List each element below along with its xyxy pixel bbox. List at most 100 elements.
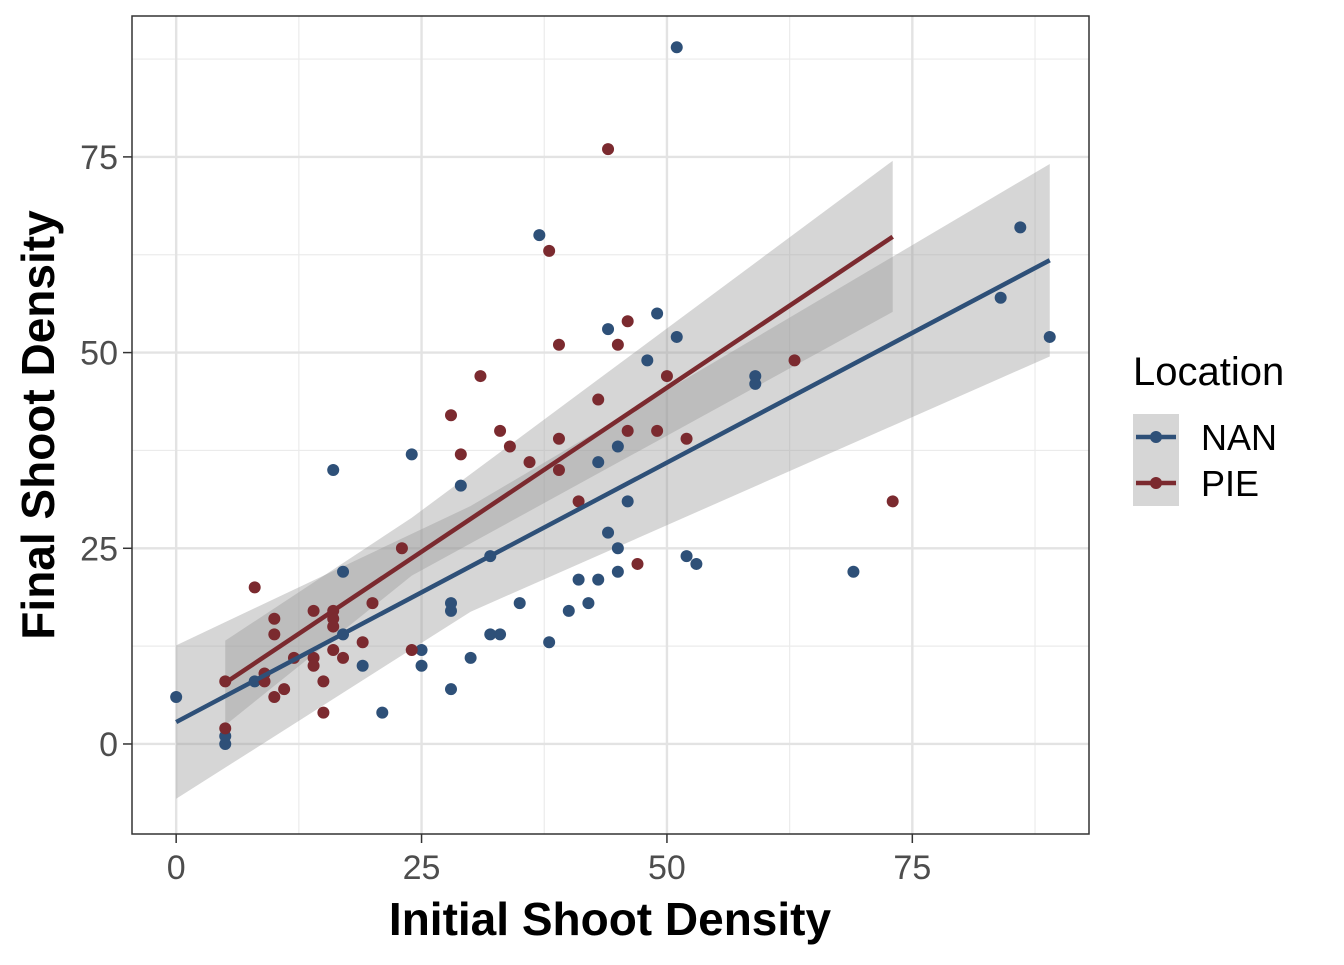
y-tick-label: 25 xyxy=(80,530,118,568)
point-nan xyxy=(670,330,683,343)
point-pie xyxy=(307,659,320,672)
y-tick-label: 0 xyxy=(99,726,118,764)
point-nan xyxy=(749,377,762,390)
point-pie xyxy=(317,706,330,719)
point-pie xyxy=(543,244,556,257)
point-pie xyxy=(268,691,281,704)
grid-major xyxy=(132,16,1089,834)
point-nan xyxy=(847,565,860,578)
point-nan xyxy=(415,644,428,657)
point-pie xyxy=(592,393,605,406)
point-nan xyxy=(651,307,664,320)
x-tick-label: 50 xyxy=(648,849,686,887)
point-pie xyxy=(631,557,644,570)
point-nan xyxy=(327,464,340,477)
point-nan xyxy=(621,495,634,508)
point-pie xyxy=(219,722,232,735)
point-nan xyxy=(170,691,183,704)
y-tick-label: 75 xyxy=(80,139,118,177)
point-pie xyxy=(651,424,664,437)
point-nan xyxy=(415,659,428,672)
x-tick-label: 25 xyxy=(403,849,441,887)
point-nan xyxy=(994,291,1007,304)
point-nan xyxy=(494,628,507,641)
data-points xyxy=(170,41,1056,750)
point-pie xyxy=(621,424,634,437)
point-pie xyxy=(317,675,330,688)
legend-label: PIE xyxy=(1201,463,1259,504)
x-tick-label: 75 xyxy=(893,849,931,887)
point-pie xyxy=(327,620,340,633)
point-pie xyxy=(494,424,507,437)
point-pie xyxy=(602,143,615,156)
point-pie xyxy=(307,604,320,617)
point-nan xyxy=(592,573,605,586)
point-pie xyxy=(268,612,281,625)
x-tick-label: 0 xyxy=(167,849,186,887)
point-pie xyxy=(395,542,408,555)
point-pie xyxy=(552,464,565,477)
point-nan xyxy=(592,456,605,469)
point-pie xyxy=(523,456,536,469)
point-pie xyxy=(268,628,281,641)
point-nan xyxy=(1014,221,1027,234)
point-pie xyxy=(445,409,457,422)
legend-key-point xyxy=(1150,431,1162,443)
point-nan xyxy=(611,565,624,578)
point-nan xyxy=(484,628,497,641)
point-nan xyxy=(376,706,389,719)
point-nan xyxy=(454,479,467,492)
legend-key-point xyxy=(1150,477,1162,489)
fit-line-nan xyxy=(175,258,1051,725)
point-nan xyxy=(582,597,595,610)
point-nan xyxy=(356,659,369,672)
fit-line-pie xyxy=(223,234,894,685)
legend-title: Location xyxy=(1133,350,1284,394)
point-pie xyxy=(621,315,634,328)
y-axis-title: Final Shoot Density xyxy=(12,210,64,640)
point-nan xyxy=(690,557,703,570)
point-nan xyxy=(337,565,350,578)
point-nan xyxy=(670,41,683,54)
point-pie xyxy=(552,338,565,351)
legend-item-nan: NAN xyxy=(1133,414,1277,460)
point-pie xyxy=(366,597,379,610)
legend-item-pie: PIE xyxy=(1133,460,1259,506)
point-nan xyxy=(611,542,624,555)
y-tick-label: 50 xyxy=(80,335,118,373)
legend: Location NAN PIE xyxy=(1133,350,1284,506)
point-nan xyxy=(543,636,556,649)
point-pie xyxy=(788,354,801,367)
y-axis-ticks: 0 25 50 75 xyxy=(80,139,132,764)
point-nan xyxy=(641,354,654,367)
point-nan xyxy=(572,573,585,586)
point-nan xyxy=(513,597,526,610)
point-nan xyxy=(602,526,615,539)
point-nan xyxy=(445,683,457,696)
point-nan xyxy=(405,448,418,461)
point-pie xyxy=(611,338,624,351)
plot-border xyxy=(131,15,1090,835)
point-nan xyxy=(562,604,575,617)
point-pie xyxy=(248,581,261,594)
confidence-band-nan xyxy=(176,163,1050,799)
point-pie xyxy=(660,370,673,383)
point-nan xyxy=(680,550,693,563)
point-pie xyxy=(886,495,899,508)
point-nan xyxy=(1043,330,1056,343)
point-pie xyxy=(327,644,340,657)
point-nan xyxy=(611,440,624,453)
point-pie xyxy=(337,651,350,664)
point-pie xyxy=(454,448,467,461)
legend-label: NAN xyxy=(1201,417,1277,458)
point-pie xyxy=(552,432,565,445)
point-pie xyxy=(405,644,418,657)
point-nan xyxy=(602,323,615,336)
point-pie xyxy=(356,636,369,649)
point-pie xyxy=(503,440,516,453)
point-nan xyxy=(445,604,457,617)
point-nan xyxy=(464,651,477,664)
point-pie xyxy=(572,495,585,508)
